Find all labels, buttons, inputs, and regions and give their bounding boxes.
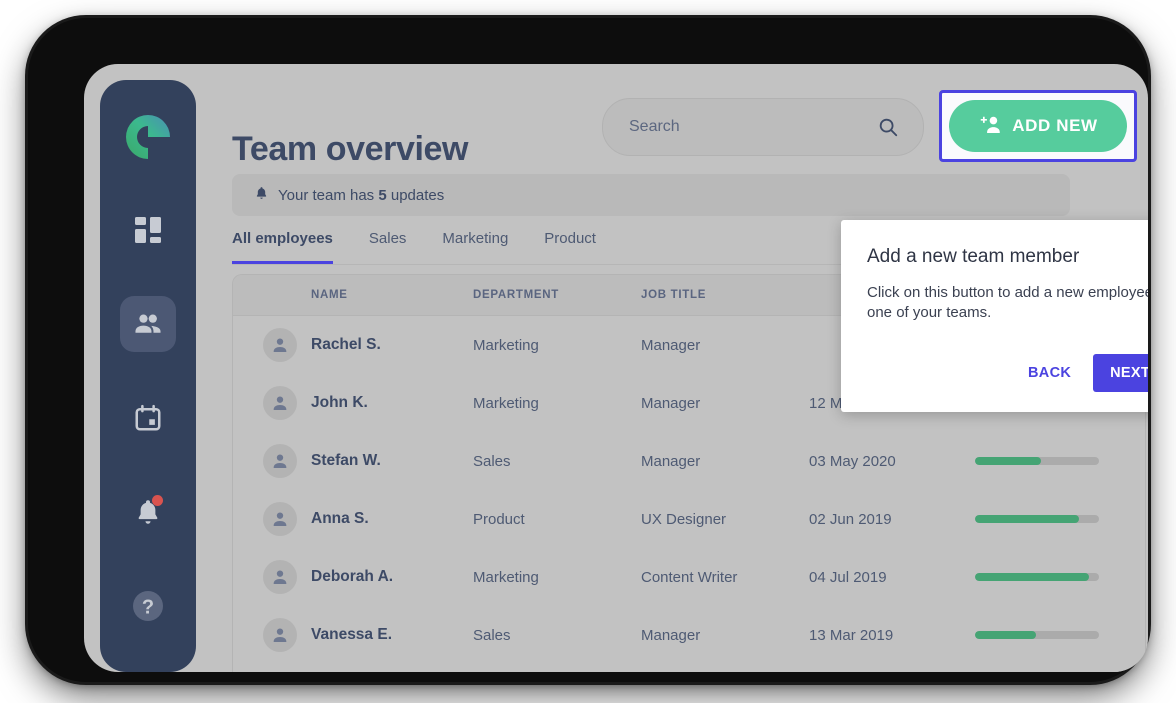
tab-marketing[interactable]: Marketing [442, 230, 509, 247]
updates-count: 5 [378, 186, 387, 204]
progress-bar [975, 573, 1099, 581]
cell-department: Product [473, 510, 525, 528]
cell-start-date: 04 Jul 2019 [809, 568, 887, 586]
tab-sales[interactable]: Sales [368, 230, 407, 247]
avatar [263, 502, 297, 536]
sidebar-item-dashboard[interactable] [120, 202, 176, 258]
table-row[interactable]: Deborah A. Marketing Content Writer 04 Jul … [233, 548, 1145, 606]
notification-badge [152, 495, 163, 506]
cell-start-date: 13 Mar 2019 [809, 626, 894, 644]
app-logo [121, 110, 175, 164]
cell-department: Sales [473, 626, 511, 644]
cell-department: Marketing [473, 568, 539, 586]
close-icon[interactable] [1146, 234, 1148, 262]
avatar [263, 328, 297, 362]
app-screen: ? Team overview [84, 64, 1148, 672]
back-button[interactable]: BACK [1026, 359, 1073, 387]
cell-progress [975, 573, 1125, 581]
cell-job-title: Manager [641, 626, 701, 644]
search-input[interactable] [603, 118, 877, 136]
column-header-department[interactable]: DEPARTMENT [473, 289, 560, 301]
cell-progress [975, 631, 1125, 639]
updates-suffix: updates [386, 186, 445, 204]
progress-bar [975, 515, 1099, 523]
cell-name: Anna S. [311, 510, 369, 527]
table-row[interactable]: Anna S. Product UX Designer 02 Jun 2019 [233, 490, 1145, 548]
cell-name: Stefan W. [311, 452, 381, 469]
svg-text:?: ? [142, 597, 154, 619]
popover-title: Add a new team member [867, 246, 1080, 267]
cell-job-title: Manager [641, 452, 701, 470]
sidebar-item-notifications[interactable] [120, 484, 176, 540]
progress-bar [975, 457, 1099, 465]
cell-start-date: 03 May 2020 [809, 452, 896, 470]
updates-text: Your team has 5 updates [278, 187, 444, 204]
column-header-job-title[interactable]: JOB TITLE [641, 289, 707, 301]
page-title: Team overview [232, 129, 469, 168]
updates-banner: Your team has 5 updates [232, 174, 1070, 216]
table-row[interactable]: Rachel S. Marketing Manager [233, 316, 1145, 374]
people-icon [132, 308, 164, 340]
cell-name: Vanessa E. [311, 626, 393, 643]
progress-fill [975, 515, 1080, 523]
onboarding-popover: Add a new team member Click on this butt… [841, 220, 1148, 412]
add-new-label: ADD NEW [1012, 116, 1098, 135]
sidebar-item-calendar[interactable] [120, 390, 176, 446]
help-icon: ? [131, 589, 165, 623]
sidebar-item-help[interactable]: ? [120, 578, 176, 634]
progress-fill [975, 631, 1036, 639]
sidebar-item-team[interactable] [120, 296, 176, 352]
search-icon[interactable] [877, 116, 923, 138]
avatar [263, 618, 297, 652]
search-box[interactable] [602, 98, 924, 156]
cell-name: John K. [311, 394, 368, 411]
tab-bar: All employees Sales Marketing Product [232, 230, 1132, 265]
popover-actions: BACK NEXT [1026, 354, 1148, 392]
add-new-focus-ring: ADD NEW [939, 90, 1137, 162]
avatar [263, 444, 297, 478]
cell-department: Sales [473, 452, 511, 470]
column-header-name[interactable]: NAME [311, 289, 348, 301]
add-person-icon [978, 114, 1002, 139]
cell-progress [975, 457, 1125, 465]
dashboard-icon [133, 215, 163, 245]
cell-name: Deborah A. [311, 568, 394, 585]
bell-icon [254, 185, 269, 205]
next-button[interactable]: NEXT [1093, 354, 1148, 392]
cell-start-date: 02 Jun 2019 [809, 510, 892, 528]
cell-department: Marketing [473, 336, 539, 354]
avatar [263, 386, 297, 420]
cell-job-title: Manager [641, 336, 701, 354]
cell-job-title: Content Writer [641, 568, 738, 586]
tab-all-employees[interactable]: All employees [232, 230, 333, 264]
table-row[interactable]: Vanessa E. Sales Manager 13 Mar 2019 [233, 606, 1145, 664]
table-row[interactable]: Stefan W. Sales Manager 03 May 2020 [233, 432, 1145, 490]
calendar-icon [133, 403, 163, 433]
avatar [263, 560, 297, 594]
bell-icon [133, 497, 163, 527]
tab-product[interactable]: Product [544, 230, 596, 247]
popover-body: Click on this button to add a new employ… [867, 284, 1148, 321]
progress-fill [975, 457, 1041, 465]
add-new-button[interactable]: ADD NEW [949, 100, 1127, 152]
sidebar: ? [100, 80, 196, 672]
cell-name: Rachel S. [311, 336, 381, 353]
updates-prefix: Your team has [278, 186, 379, 204]
cell-progress [975, 515, 1125, 523]
progress-fill [975, 573, 1090, 581]
device-frame: ? Team overview [28, 18, 1148, 682]
cell-job-title: UX Designer [641, 510, 727, 528]
cell-department: Marketing [473, 394, 539, 412]
cell-job-title: Manager [641, 394, 701, 412]
progress-bar [975, 631, 1099, 639]
